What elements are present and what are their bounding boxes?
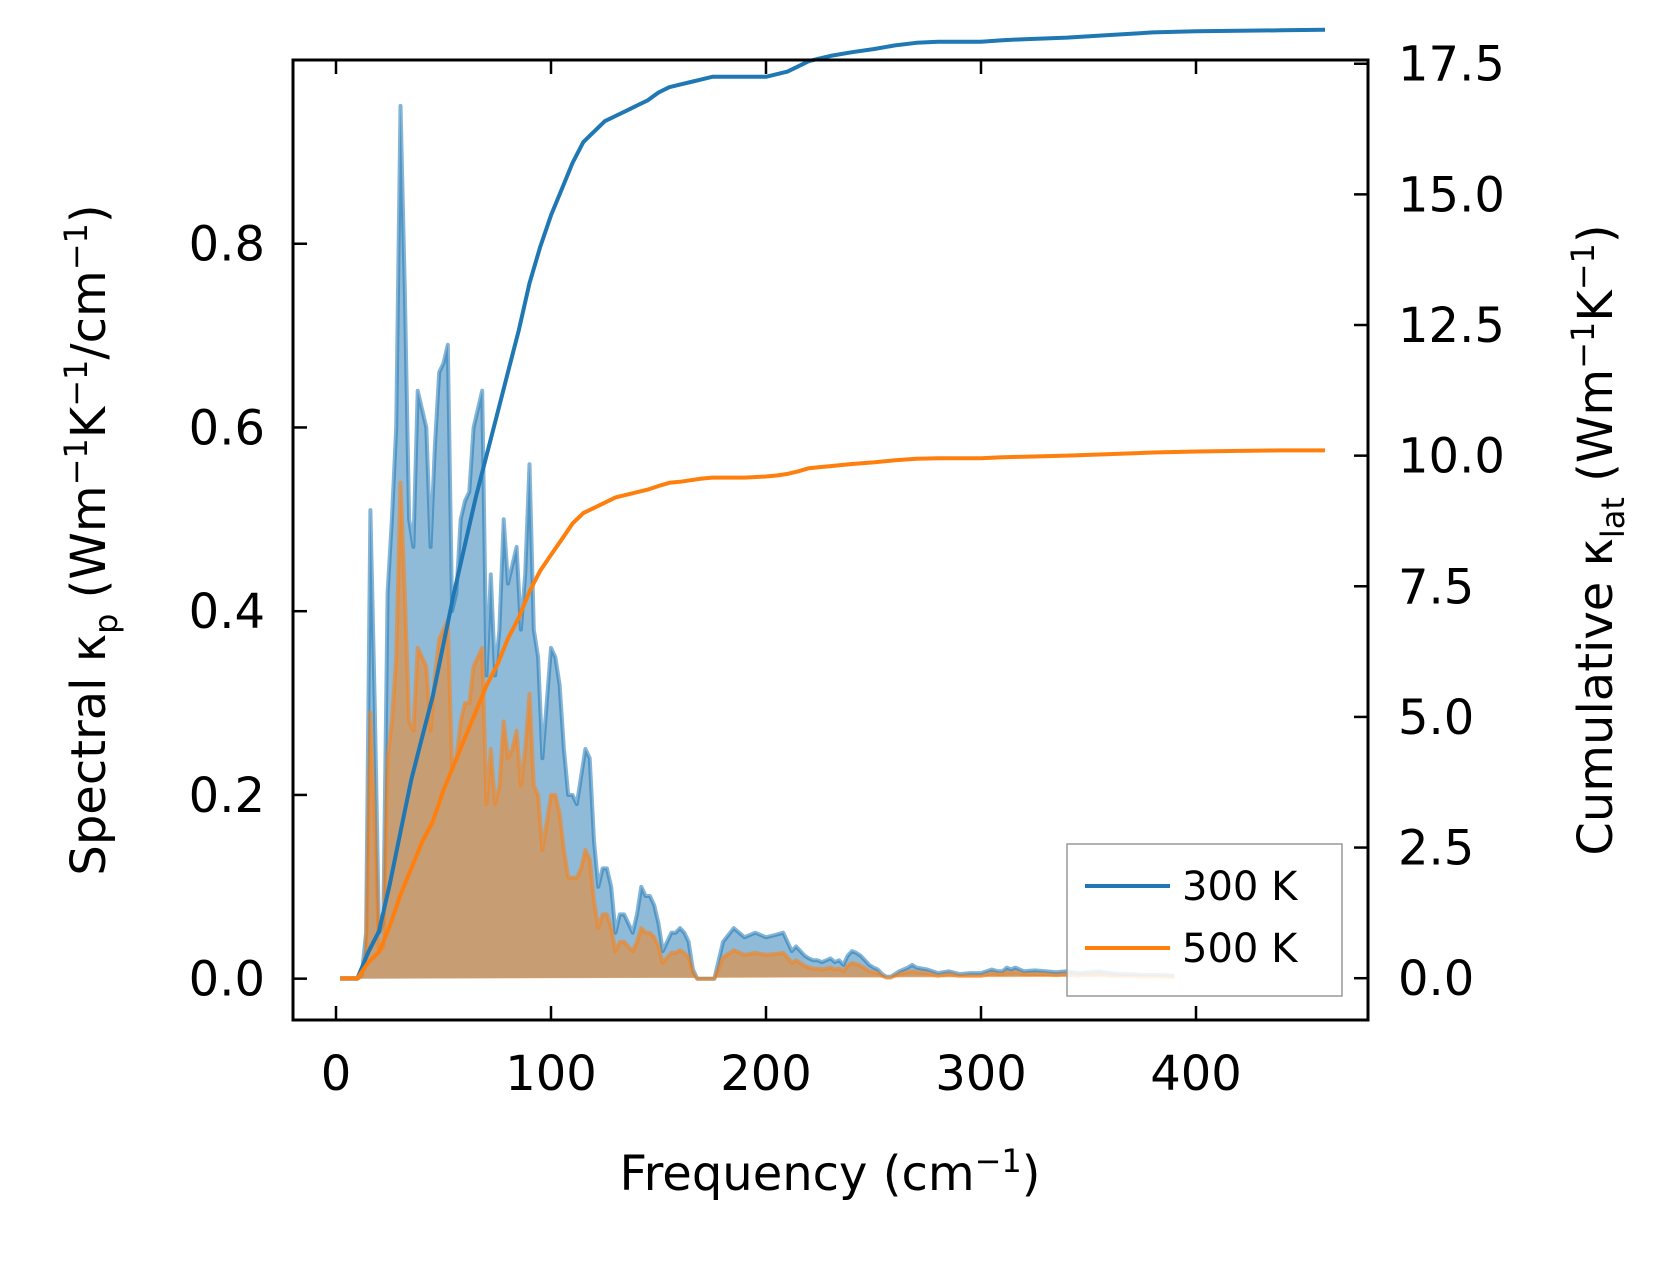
- right-y-tick-label: 12.5: [1398, 298, 1505, 354]
- x-tick-label: 0: [321, 1046, 352, 1102]
- x-tick-label: 300: [935, 1046, 1027, 1102]
- legend: 300 K 500 K: [1066, 843, 1343, 997]
- right-y-tick-label: 17.5: [1398, 37, 1505, 93]
- left-y-tick-label: 0.8: [189, 217, 265, 273]
- right-y-tick-label: 5.0: [1398, 690, 1474, 746]
- right-y-tick-label: 7.5: [1398, 559, 1474, 615]
- x-tick-label: 200: [720, 1046, 812, 1102]
- right-y-tick-label: 10.0: [1398, 429, 1505, 485]
- left-y-tick-label: 0.0: [189, 952, 265, 1008]
- x-tick-label: 100: [505, 1046, 597, 1102]
- right-y-tick-label: 2.5: [1398, 821, 1474, 877]
- cumulative-line-300k: [340, 27, 1326, 981]
- right-y-axis-title: Cumulative κlat (Wm−1K−1): [1564, 224, 1632, 855]
- x-axis-title: Frequency (cm−1): [619, 1142, 1040, 1202]
- legend-label-500k: 500 K: [1182, 926, 1299, 972]
- left-y-tick-label: 0.6: [189, 400, 265, 456]
- left-y-axis-title: Spectral κp (Wm−1K−1/cm−1): [57, 204, 125, 875]
- legend-box: [1066, 843, 1343, 997]
- right-y-tick-label: 15.0: [1398, 167, 1505, 223]
- plot-frame: [291, 58, 1370, 1022]
- spectral-outline-300k: [340, 103, 1175, 981]
- cumulative-lines-layer: [340, 27, 1326, 981]
- ticks-layer: [293, 60, 1368, 1020]
- cumulative-line-500k: [340, 448, 1325, 981]
- tick-labels-layer: 0 100 200 300 400 0.0 0.2 0.4 0.6 0.8 0.0 2.5 5.0 7.5…: [189, 37, 1505, 1102]
- right-y-tick-label: 0.0: [1398, 951, 1474, 1007]
- left-y-tick-label: 0.2: [189, 768, 265, 824]
- left-y-tick-label: 0.4: [189, 584, 265, 640]
- spectral-area-300k: [340, 105, 1175, 979]
- legend-label-300k: 300 K: [1182, 864, 1299, 910]
- spectral-area-500k: [340, 482, 1175, 979]
- x-tick-label: 400: [1150, 1046, 1242, 1102]
